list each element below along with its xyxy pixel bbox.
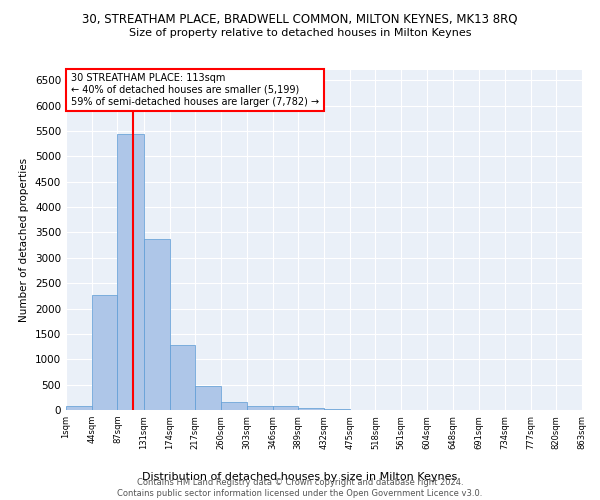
Bar (221, 402, 247, 410)
Y-axis label: Number of detached properties: Number of detached properties (19, 158, 29, 322)
Text: Distribution of detached houses by size in Milton Keynes: Distribution of detached houses by size … (142, 472, 458, 482)
Bar (272, 406, 298, 410)
Bar (195, 386, 221, 410)
Bar (66, 406, 92, 410)
Text: Contains HM Land Registry data © Crown copyright and database right 2024.
Contai: Contains HM Land Registry data © Crown c… (118, 478, 482, 498)
Bar (298, 408, 324, 410)
Bar (118, 134, 144, 410)
Text: 30 STREATHAM PLACE: 113sqm
← 40% of detached houses are smaller (5,199)
59% of s: 30 STREATHAM PLACE: 113sqm ← 40% of deta… (71, 74, 319, 106)
Bar (247, 406, 272, 410)
Bar (144, 239, 170, 410)
Bar (92, 295, 118, 410)
Text: 30, STREATHAM PLACE, BRADWELL COMMON, MILTON KEYNES, MK13 8RQ: 30, STREATHAM PLACE, BRADWELL COMMON, MI… (82, 12, 518, 26)
Text: Size of property relative to detached houses in Milton Keynes: Size of property relative to detached ho… (129, 28, 471, 38)
Bar (170, 344, 195, 410)
